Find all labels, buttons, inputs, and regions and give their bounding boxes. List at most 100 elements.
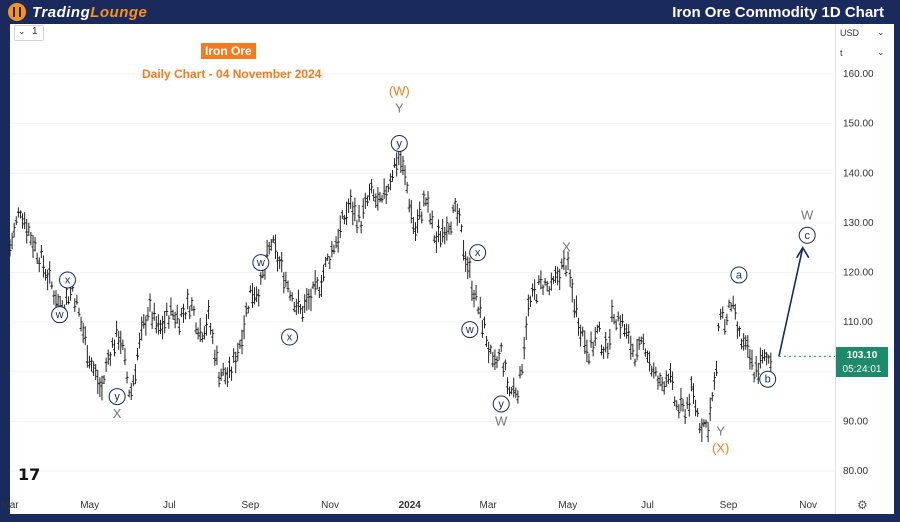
price-bar xyxy=(150,311,154,330)
y-tick-label: 140.00 xyxy=(843,168,874,179)
price-axis-panel[interactable] xyxy=(835,24,894,514)
price-bar xyxy=(390,170,394,182)
price-bar xyxy=(242,315,246,340)
price-bar xyxy=(276,251,280,272)
x-tick-label: May xyxy=(558,500,577,511)
price-bar xyxy=(315,277,319,290)
price-bar xyxy=(556,266,560,286)
price-bar xyxy=(474,285,478,301)
last-price-badge: 103.10 05:24:01 xyxy=(836,347,888,377)
chart-plot-area[interactable] xyxy=(10,24,893,514)
price-bar xyxy=(334,236,338,249)
wave-label-circle: x xyxy=(281,328,299,346)
price-bar xyxy=(516,390,520,404)
price-bar xyxy=(700,418,704,442)
price-bar xyxy=(687,393,691,417)
wave-label-circle: c xyxy=(798,226,816,244)
price-bar xyxy=(261,270,265,279)
price-bar xyxy=(652,362,656,379)
price-bar xyxy=(123,347,127,366)
price-bar xyxy=(10,232,14,249)
price-bar xyxy=(535,294,539,304)
price-bar xyxy=(541,284,545,296)
price-bar xyxy=(121,339,125,351)
interval-selector[interactable]: ⌄ 1 xyxy=(14,25,44,41)
bar-countdown: 05:24:01 xyxy=(842,364,882,375)
price-bar xyxy=(85,344,89,368)
price-bar xyxy=(602,346,606,359)
tradingview-logo-icon[interactable]: 17 xyxy=(18,465,41,484)
price-bar xyxy=(186,288,190,310)
price-bar xyxy=(635,338,639,361)
price-bar xyxy=(169,297,173,316)
price-bar xyxy=(714,360,718,377)
price-bar xyxy=(368,183,372,201)
price-bar xyxy=(742,333,746,351)
price-bar xyxy=(763,349,767,362)
price-bar xyxy=(98,377,102,398)
price-bar xyxy=(767,354,771,364)
price-bar xyxy=(211,329,215,345)
price-bar xyxy=(267,241,271,255)
price-bar xyxy=(355,219,359,234)
price-bar xyxy=(309,288,313,312)
price-bar xyxy=(244,302,248,317)
price-bar xyxy=(439,230,443,248)
wave-label-circle: w xyxy=(51,306,69,324)
price-bar xyxy=(455,203,459,226)
price-bar xyxy=(374,193,378,209)
price-bar xyxy=(50,281,54,290)
price-bar xyxy=(426,190,430,213)
price-bar xyxy=(491,351,495,368)
price-bar xyxy=(177,318,181,335)
header-bar: TradingLounge Iron Ore Commodity 1D Char… xyxy=(0,0,900,24)
price-bar xyxy=(731,295,735,309)
price-bar xyxy=(623,324,627,337)
scale-chevron-icon[interactable]: ⌄ xyxy=(877,47,885,57)
price-bar xyxy=(568,269,572,287)
price-bar xyxy=(447,223,451,235)
price-bar xyxy=(765,351,769,366)
currency-chevron-icon[interactable]: ⌄ xyxy=(877,27,885,37)
price-bar xyxy=(681,399,685,412)
scale-mode[interactable]: t xyxy=(840,48,843,58)
price-bar xyxy=(756,362,760,384)
price-bar xyxy=(639,336,643,345)
x-tick-label: Nov xyxy=(321,500,339,511)
price-bar xyxy=(558,268,562,291)
price-bar xyxy=(165,302,169,317)
x-tick-label: Sep xyxy=(720,500,738,511)
price-bar xyxy=(403,165,407,186)
wave-label-text: W xyxy=(495,413,508,428)
price-bar xyxy=(737,326,741,337)
price-bar xyxy=(378,191,382,203)
price-bar xyxy=(487,341,491,364)
price-bar xyxy=(671,371,675,391)
price-bar xyxy=(666,373,670,385)
price-bar xyxy=(457,208,461,224)
price-bar xyxy=(612,313,616,325)
price-bar xyxy=(645,350,649,363)
price-bar xyxy=(286,280,290,293)
price-bar xyxy=(708,397,712,421)
price-bar xyxy=(44,269,48,281)
price-bar xyxy=(246,305,250,314)
y-tick-label: 130.00 xyxy=(843,218,874,229)
price-bar xyxy=(459,224,463,233)
price-bar xyxy=(223,367,227,385)
price-bar xyxy=(411,217,415,234)
price-bar xyxy=(154,316,158,334)
price-bar xyxy=(301,305,305,322)
x-tick-label: Nov xyxy=(799,500,817,511)
price-bar xyxy=(547,286,551,296)
settings-gear-icon[interactable]: ⚙ xyxy=(857,498,868,512)
wave-label-text: y xyxy=(397,138,403,150)
price-bar xyxy=(501,362,505,377)
price-bar xyxy=(221,362,225,376)
price-bar xyxy=(232,348,236,363)
price-bar xyxy=(138,332,142,349)
y-tick-label: 110.00 xyxy=(843,317,873,328)
wave-circle xyxy=(252,254,270,272)
price-bar xyxy=(163,310,167,334)
currency-selector[interactable]: USD xyxy=(840,28,860,38)
